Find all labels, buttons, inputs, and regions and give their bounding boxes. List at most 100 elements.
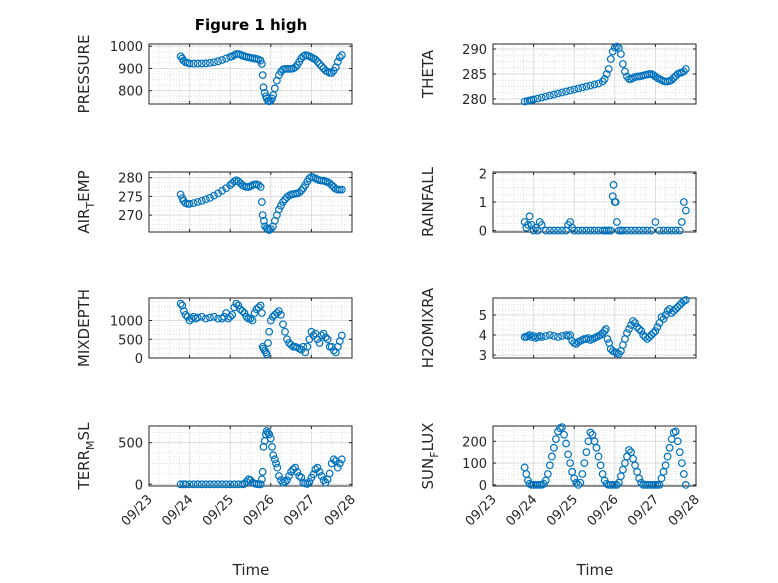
y-tick-label: 1 <box>479 196 487 211</box>
y-tick-label: 0 <box>135 352 143 367</box>
data-point <box>681 481 690 489</box>
data-point <box>193 313 202 322</box>
data-point <box>547 452 556 461</box>
data-point <box>301 181 310 190</box>
data-point <box>524 220 532 229</box>
data-point <box>562 439 570 448</box>
data-point <box>533 94 542 103</box>
data-point <box>574 226 583 235</box>
data-point <box>663 452 672 461</box>
data-point <box>572 478 581 487</box>
data-point <box>601 325 610 333</box>
data-point <box>327 459 336 468</box>
data-point <box>262 430 270 439</box>
data-point <box>592 443 601 452</box>
data-point <box>181 480 190 489</box>
data-point <box>193 480 202 489</box>
y-tick-label: 2 <box>479 167 487 182</box>
data-point <box>258 467 267 476</box>
data-point <box>590 226 599 235</box>
data-point <box>594 452 603 461</box>
data-point <box>541 226 550 235</box>
data-point <box>520 97 529 106</box>
data-point <box>266 316 275 325</box>
subplot-sun-flux: 0 100 200 09/23 09/24 09/25 09/26 09/27 09/28 SUN… <box>419 423 703 530</box>
data-point <box>671 305 680 313</box>
y-axis-label: SUNFLUX <box>419 423 441 490</box>
y-tick-label: 1000 <box>110 40 143 55</box>
data-point <box>254 303 263 312</box>
data-point <box>578 470 587 478</box>
data-point <box>679 470 688 478</box>
y-axis-label: RAINFALL <box>419 166 437 237</box>
data-point <box>321 333 330 342</box>
data-point <box>234 301 243 310</box>
data-point <box>256 480 265 489</box>
data-point <box>270 455 279 464</box>
data-point <box>562 87 570 96</box>
data-point <box>558 423 566 431</box>
data-point <box>612 218 621 226</box>
data-point <box>210 480 218 489</box>
data-point <box>570 85 579 94</box>
y-tick-label: 3 <box>479 349 487 364</box>
data-point <box>262 350 271 359</box>
data-point <box>550 90 558 99</box>
y-tick-label: 500 <box>118 437 143 452</box>
axes-box <box>148 171 353 233</box>
data-point <box>681 296 690 304</box>
data-point <box>619 226 627 235</box>
data-point <box>653 323 662 331</box>
data-point <box>180 307 188 316</box>
data-point <box>189 480 198 489</box>
data-point <box>272 459 280 468</box>
data-point <box>189 312 198 321</box>
data-point <box>218 56 226 64</box>
data-point <box>257 309 266 317</box>
data-point <box>550 226 558 235</box>
data-point <box>256 183 265 191</box>
data-point <box>647 331 656 339</box>
data-point <box>594 79 603 88</box>
subplot-mixdepth: 0 500 1000 MIXDEPTH <box>75 289 353 367</box>
y-tick-label: 270 <box>118 209 143 224</box>
data-point <box>604 65 613 73</box>
data-point <box>323 335 332 344</box>
data-point <box>655 226 664 235</box>
data-point <box>635 474 644 483</box>
data-point <box>657 474 666 483</box>
subplot-rainfall: 0 1 2 RAINFALL <box>419 166 697 240</box>
data-point <box>317 331 326 340</box>
y-tick-label: 800 <box>118 85 143 100</box>
data-point <box>256 56 265 65</box>
data-point <box>307 327 316 336</box>
data-point <box>645 333 654 341</box>
data-point <box>625 325 633 333</box>
data-point <box>537 333 546 341</box>
data-point <box>673 437 682 446</box>
data-point <box>258 211 267 220</box>
x-tick-label: 09/28 <box>322 492 359 529</box>
data-point <box>295 472 304 480</box>
data-point <box>633 323 642 331</box>
data-point <box>635 226 644 235</box>
data-point <box>291 63 300 72</box>
data-point <box>665 443 674 452</box>
data-point <box>669 307 678 315</box>
data-point <box>520 463 529 472</box>
data-point <box>651 72 660 81</box>
data-point <box>586 226 595 235</box>
data-point <box>315 60 324 68</box>
data-point <box>335 459 344 468</box>
data-point <box>623 329 631 337</box>
data-point <box>677 218 686 226</box>
data-point <box>248 316 257 325</box>
y-tick-label: 280 <box>462 93 487 108</box>
data-point <box>333 57 342 66</box>
data-point <box>210 191 218 200</box>
subplot-air-temp: 270 275 280 AIRTEMP <box>75 170 353 235</box>
data-point <box>311 55 320 64</box>
data-point <box>673 303 682 311</box>
data-point <box>277 310 285 319</box>
data-point <box>329 455 338 464</box>
